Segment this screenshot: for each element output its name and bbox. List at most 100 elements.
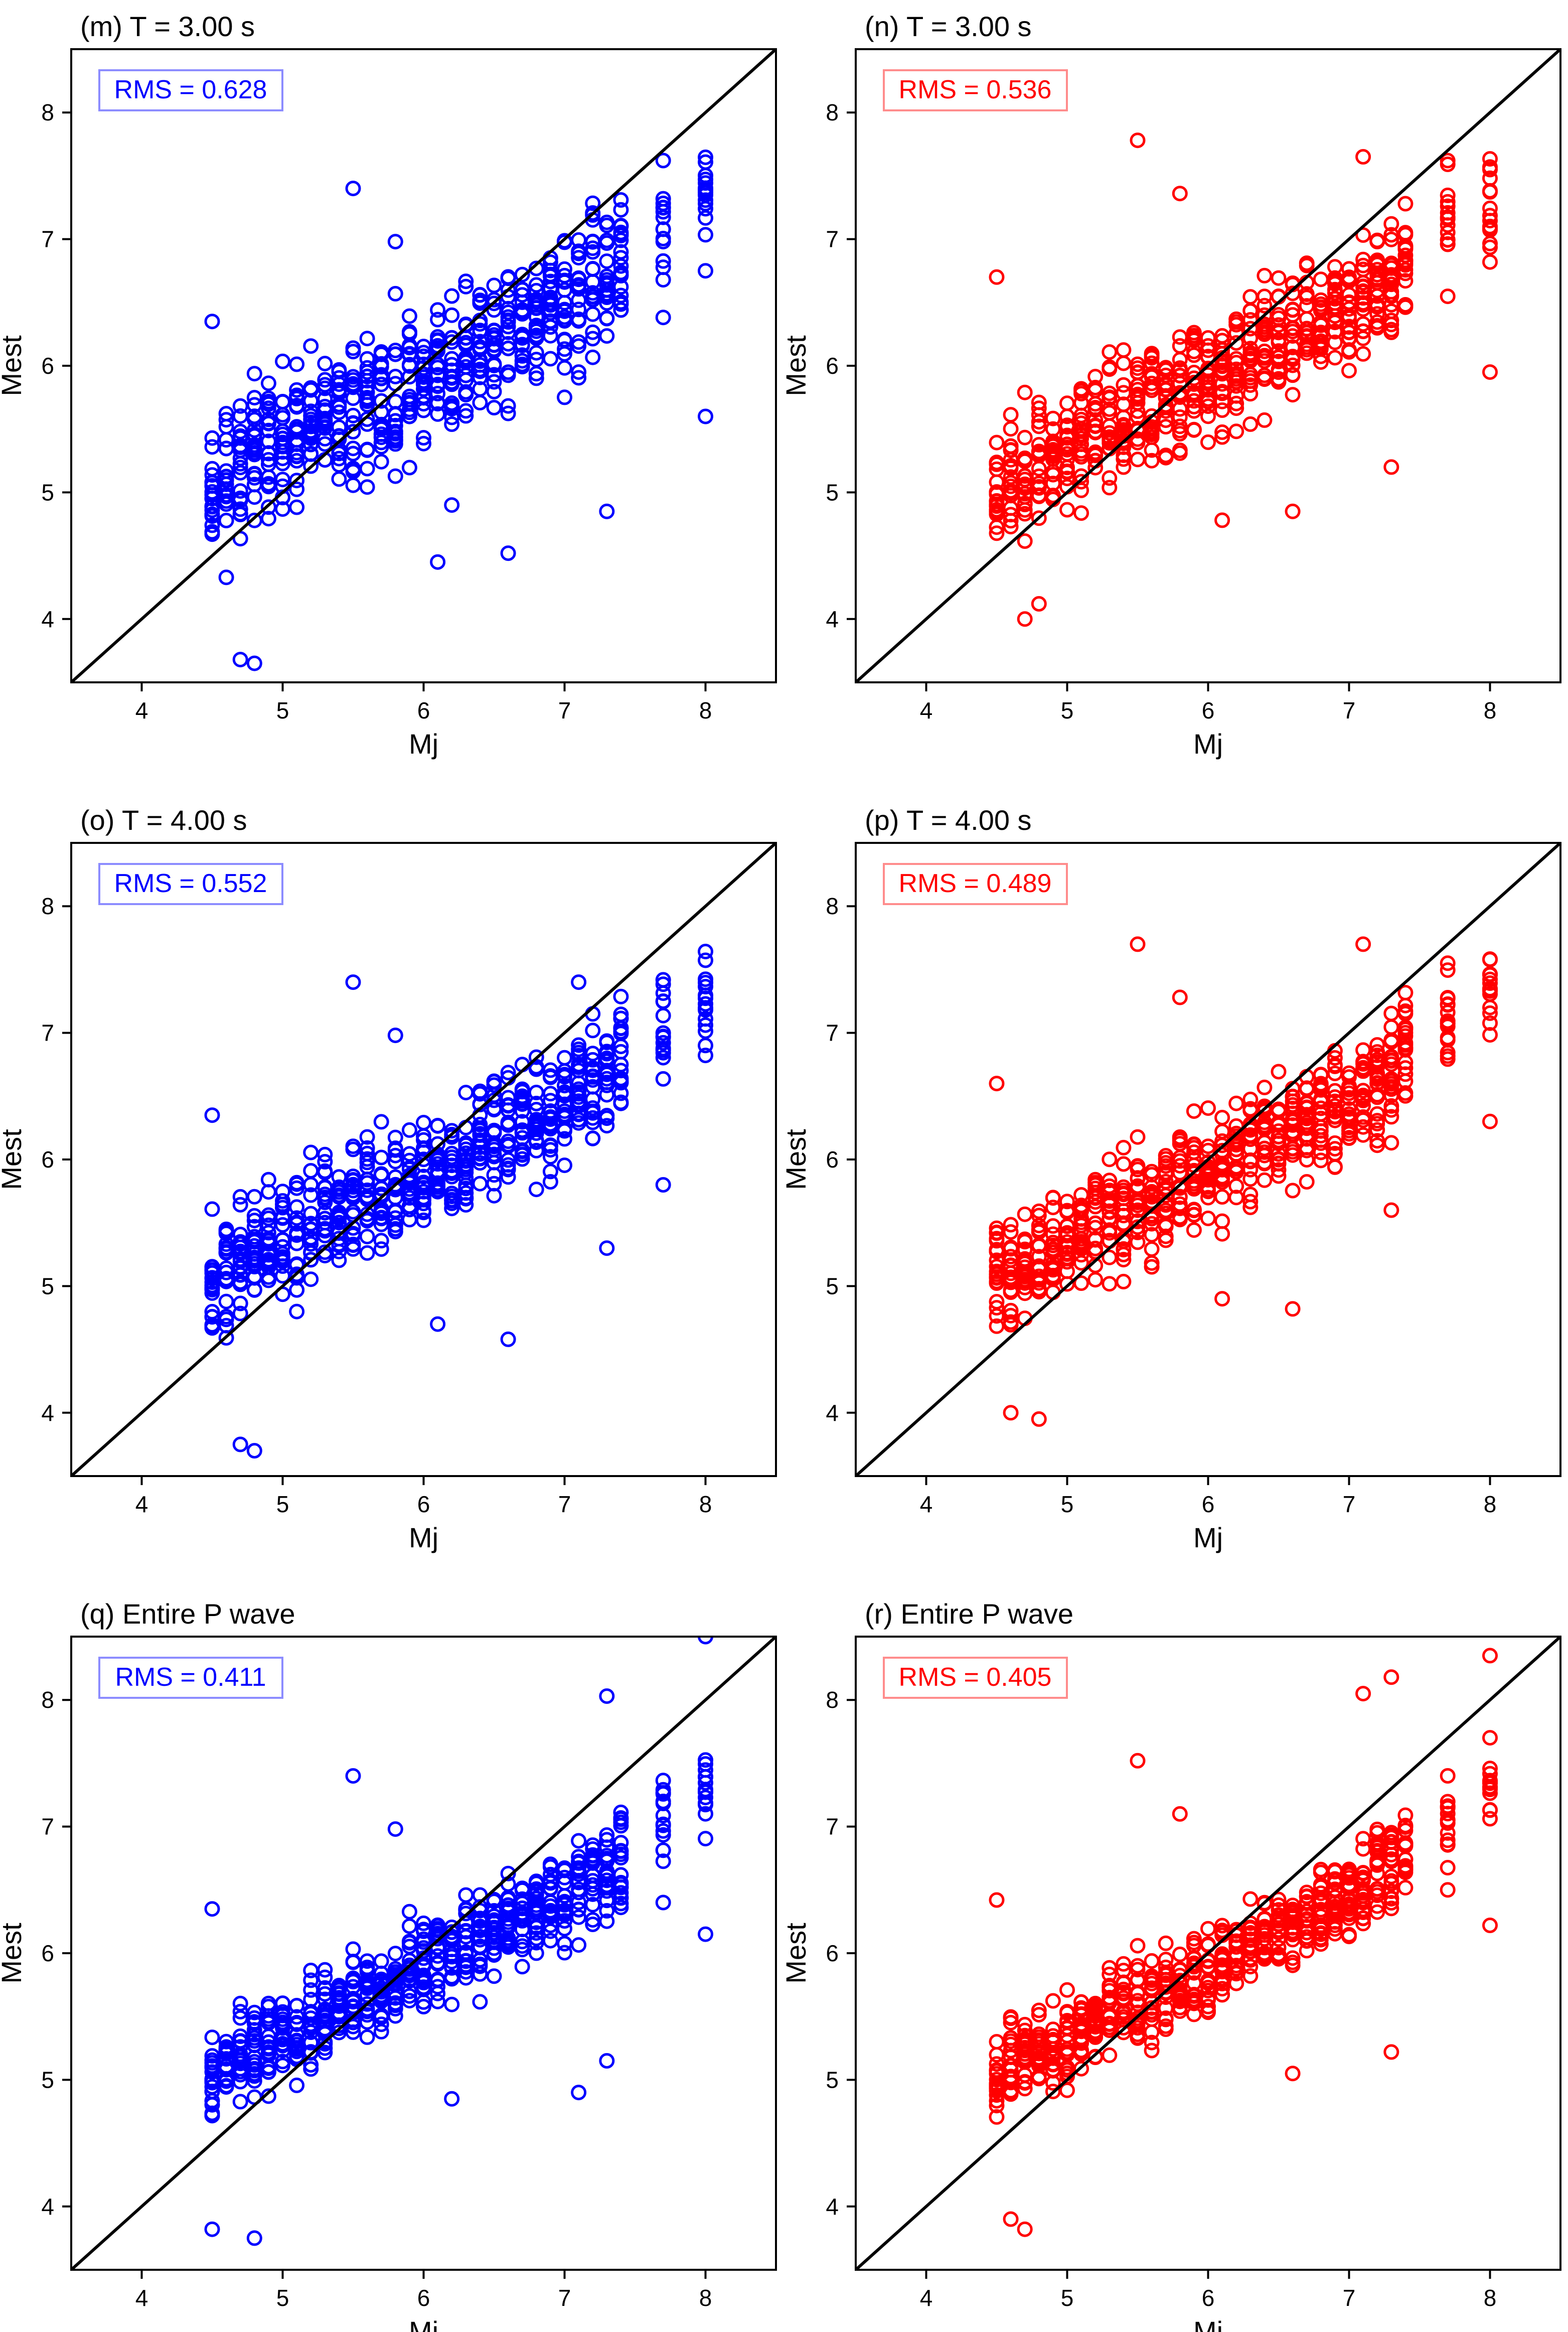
data-point <box>345 344 361 360</box>
data-point <box>571 2085 587 2101</box>
data-point <box>528 277 544 293</box>
y-tick-label: 4 <box>41 1400 54 1426</box>
data-point <box>232 460 248 476</box>
data-point <box>232 451 248 466</box>
data-point <box>1158 412 1174 428</box>
data-point <box>1440 955 1456 971</box>
y-tick-label: 5 <box>41 1273 54 1299</box>
y-tick-label: 7 <box>826 1814 839 1840</box>
data-point <box>1017 453 1033 469</box>
data-point <box>275 410 290 426</box>
data-point <box>1383 1202 1399 1218</box>
data-point <box>542 1142 558 1158</box>
data-point <box>246 2004 262 2020</box>
data-point <box>1144 346 1160 362</box>
data-point <box>989 2034 1005 2050</box>
y-tick-label: 8 <box>41 99 54 125</box>
data-point <box>613 224 629 240</box>
data-point <box>557 360 572 376</box>
data-point <box>1116 1156 1132 1172</box>
data-point <box>698 201 713 217</box>
data-point <box>613 232 629 248</box>
data-point <box>1172 418 1188 434</box>
data-point <box>613 1006 629 1023</box>
data-point <box>1383 1895 1399 1911</box>
data-point <box>486 400 502 415</box>
data-point <box>514 337 530 353</box>
data-point <box>1482 1918 1498 1933</box>
data-point <box>1383 1005 1399 1022</box>
data-point <box>698 944 713 959</box>
data-point <box>444 416 460 432</box>
panel-title: (m) T = 3.00 s <box>80 11 255 42</box>
data-point <box>1045 1200 1061 1216</box>
data-point <box>1158 450 1174 466</box>
data-point <box>1172 1129 1188 1145</box>
data-point <box>1242 416 1259 432</box>
data-point <box>430 312 446 328</box>
data-point <box>1158 1216 1174 1232</box>
data-point <box>1003 513 1019 529</box>
data-point <box>359 1213 375 1229</box>
data-point <box>500 1098 516 1114</box>
data-point <box>613 1850 629 1866</box>
data-point <box>1102 361 1118 377</box>
y-tick-label: 6 <box>826 353 839 379</box>
data-point <box>1200 1210 1216 1226</box>
data-point <box>373 454 389 470</box>
data-point <box>514 359 530 375</box>
data-point <box>1045 1242 1061 1258</box>
data-point <box>416 390 431 406</box>
panel-title: (o) T = 4.00 s <box>80 804 247 836</box>
data-point <box>571 364 587 380</box>
y-tick-label: 5 <box>41 479 54 505</box>
data-point <box>373 1241 389 1257</box>
data-point <box>218 489 234 505</box>
data-point <box>1355 290 1371 306</box>
data-point <box>218 1264 234 1280</box>
data-point <box>989 2098 1005 2114</box>
data-point <box>204 314 220 330</box>
data-point <box>571 334 587 350</box>
data-point <box>1031 1411 1047 1427</box>
y-tick-label: 8 <box>826 1687 839 1713</box>
data-point <box>387 423 403 440</box>
data-point <box>303 1177 319 1193</box>
data-point <box>1172 1189 1188 1205</box>
data-point <box>542 1174 558 1190</box>
data-point <box>1440 194 1456 210</box>
data-point <box>246 1249 262 1265</box>
data-point <box>1271 374 1287 390</box>
data-point <box>1003 2086 1019 2102</box>
data-point <box>303 1236 319 1252</box>
data-point <box>1369 1037 1385 1053</box>
data-point <box>1440 1768 1456 1784</box>
data-point <box>1440 962 1456 978</box>
data-point <box>1341 287 1357 303</box>
data-point <box>1397 985 1414 1000</box>
rms-label: RMS = 0.536 <box>899 75 1052 104</box>
data-point <box>458 337 474 353</box>
data-point <box>1228 1095 1244 1111</box>
data-point <box>571 1057 587 1073</box>
data-point <box>472 1958 488 1974</box>
data-point <box>1116 377 1132 393</box>
data-point <box>416 1190 431 1206</box>
data-point <box>416 369 431 385</box>
data-point <box>1116 1975 1132 1991</box>
data-point <box>1073 421 1089 437</box>
data-point <box>317 356 333 372</box>
data-point <box>655 1045 671 1061</box>
x-tick-label: 6 <box>1202 1491 1215 1517</box>
data-point <box>260 499 276 515</box>
data-point <box>989 525 1005 541</box>
data-point <box>1271 1891 1287 1908</box>
x-tick-label: 7 <box>558 697 571 723</box>
data-point <box>1355 227 1371 243</box>
data-point <box>1172 2000 1188 2015</box>
data-point <box>613 1026 629 1042</box>
data-point <box>373 2016 389 2032</box>
reference-line <box>71 49 776 682</box>
x-tick-label: 6 <box>417 697 430 723</box>
data-point <box>246 512 262 528</box>
